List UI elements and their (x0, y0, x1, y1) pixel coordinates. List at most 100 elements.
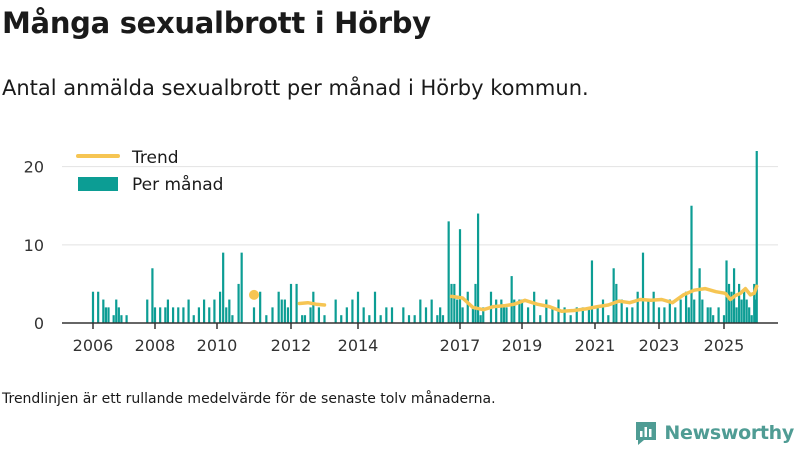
bar (754, 299, 757, 323)
bar (679, 299, 682, 323)
bar (753, 283, 756, 323)
bar (745, 299, 748, 323)
bar (407, 315, 411, 323)
bar (551, 307, 554, 323)
bar (450, 283, 453, 323)
bar (424, 307, 428, 323)
bar (505, 307, 508, 323)
legend-trend-label: Trend (131, 148, 179, 168)
bar (698, 268, 701, 323)
bar (430, 299, 433, 323)
bar (652, 291, 655, 323)
bar (218, 291, 222, 323)
trend-point (249, 289, 259, 300)
bar (725, 260, 728, 323)
bar (476, 213, 480, 323)
bar (222, 252, 225, 323)
bar (356, 291, 360, 323)
bar (252, 307, 256, 323)
y-tick-label: 20 (24, 158, 44, 177)
bar (479, 315, 482, 323)
bar (259, 291, 262, 323)
bar (373, 291, 377, 323)
bar (706, 307, 709, 323)
bar (456, 299, 459, 323)
bar (663, 307, 666, 323)
bar (368, 315, 371, 323)
bar (240, 252, 243, 323)
bar (91, 291, 95, 323)
bar (674, 307, 677, 323)
bar (500, 299, 503, 323)
bar (625, 307, 629, 323)
bar (345, 307, 348, 323)
bar (187, 299, 190, 323)
bar (166, 299, 170, 323)
bar (657, 307, 661, 323)
bar (447, 221, 450, 323)
bar (647, 299, 650, 323)
bar (182, 307, 185, 323)
bar (351, 299, 354, 323)
bar (518, 299, 521, 323)
bar (607, 315, 610, 323)
bar (413, 315, 416, 323)
bar (717, 307, 720, 323)
bar (192, 315, 195, 323)
x-tick-label: 2010 (197, 336, 238, 355)
bar (197, 307, 201, 323)
bar (461, 307, 464, 323)
bar (601, 299, 605, 323)
bar (146, 299, 149, 323)
bar (323, 315, 326, 323)
bar (265, 315, 268, 323)
bar (390, 307, 394, 323)
bar (317, 307, 321, 323)
bar (750, 315, 753, 323)
bar (301, 315, 304, 323)
bar (277, 291, 280, 323)
bar (117, 307, 120, 323)
bar (735, 307, 738, 323)
bar (474, 283, 477, 323)
bar (97, 291, 100, 323)
bar (539, 315, 542, 323)
bar (439, 307, 442, 323)
y-tick-label: 0 (34, 314, 44, 333)
bar (453, 283, 456, 323)
bar (513, 299, 516, 323)
bar (596, 307, 599, 323)
bar (709, 307, 712, 323)
bar (340, 315, 343, 323)
bar (283, 299, 286, 323)
bar (309, 307, 312, 323)
bar (231, 315, 234, 323)
bar (102, 299, 105, 323)
bar (153, 307, 157, 323)
bar (693, 299, 696, 323)
bar (164, 307, 167, 323)
bar (738, 283, 741, 323)
bar (104, 307, 108, 323)
bar (684, 291, 688, 323)
bar (641, 252, 645, 323)
bar (225, 307, 228, 323)
bar (533, 291, 536, 323)
bar (612, 268, 615, 323)
bar-chart-speech-bubble-icon (634, 420, 658, 446)
bar (575, 307, 578, 323)
bar (436, 315, 439, 323)
x-tick-label: 2017 (440, 336, 481, 355)
bar (177, 307, 180, 323)
bar (112, 315, 115, 323)
bar (125, 315, 128, 323)
x-tick-label: 2012 (271, 336, 312, 355)
x-tick-label: 2023 (639, 336, 680, 355)
bar (151, 268, 154, 323)
x-tick-label: 2019 (502, 336, 543, 355)
brand-name: Newsworthy (664, 422, 794, 444)
x-tick-label: 2008 (135, 336, 176, 355)
bar (495, 299, 498, 323)
bar (740, 299, 743, 323)
bar (115, 299, 118, 323)
